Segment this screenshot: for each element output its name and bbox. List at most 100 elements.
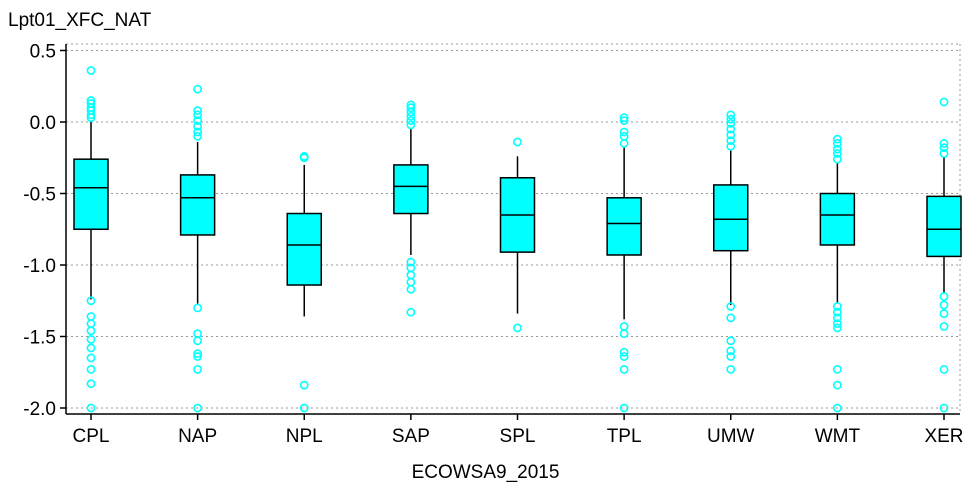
outlier-point <box>86 364 96 374</box>
outlier-point <box>619 347 629 357</box>
outlier-point <box>86 403 96 413</box>
outlier-point <box>193 127 203 137</box>
outlier-point <box>193 364 203 374</box>
x-tick-label-nap: NAP <box>178 426 217 447</box>
outlier-point <box>406 257 416 267</box>
y-tick-label: 0.0 <box>30 113 56 134</box>
outlier-point <box>832 323 842 333</box>
x-axis-label: ECOWSA9_2015 <box>411 462 560 483</box>
outlier-point <box>832 403 842 413</box>
outlier-point <box>513 323 522 333</box>
outlier-point <box>726 110 736 120</box>
outlier-point <box>939 309 949 319</box>
outlier-point <box>726 124 736 134</box>
outlier-point <box>832 144 842 154</box>
outlier-point <box>193 336 203 346</box>
outlier-point <box>406 307 416 317</box>
outlier-point <box>726 346 736 356</box>
outlier-point <box>726 352 736 361</box>
outlier-point <box>86 66 96 75</box>
outlier-point <box>726 130 736 140</box>
outlier-point <box>619 139 629 148</box>
box-cpl <box>73 66 109 413</box>
outlier-point <box>406 120 416 130</box>
box-xer <box>926 97 962 413</box>
outlier-point <box>619 352 629 361</box>
outlier-point <box>406 111 416 121</box>
outlier-point <box>832 139 842 148</box>
outlier-point <box>86 319 96 329</box>
outlier-point <box>619 364 629 374</box>
outlier-point <box>619 116 629 125</box>
outlier-point <box>193 106 203 115</box>
outlier-point <box>939 139 949 148</box>
y-tick-label: -0.5 <box>23 185 56 206</box>
outlier-point <box>193 403 203 413</box>
outlier-point <box>299 151 309 161</box>
outlier-point <box>832 302 842 311</box>
outlier-point <box>193 121 203 131</box>
outlier-point <box>86 334 96 344</box>
y-tick-label: 0.5 <box>30 42 56 63</box>
outlier-point <box>299 380 309 390</box>
x-tick-label-sap: SAP <box>392 426 430 447</box>
y-axis-label: Lpt01_XFC_NAT <box>8 10 152 31</box>
outlier-point <box>193 349 203 359</box>
x-tick-label-wmt: WMT <box>815 426 861 447</box>
outlier-point <box>406 107 416 117</box>
outlier-point <box>86 379 96 389</box>
outlier-point <box>832 154 842 164</box>
outlier-point <box>86 113 96 123</box>
box-tpl <box>606 113 642 413</box>
outlier-point <box>726 136 736 145</box>
outlier-point <box>86 296 96 306</box>
outlier-point <box>726 119 736 128</box>
outlier-point <box>832 319 842 329</box>
outlier-point <box>193 303 203 313</box>
outlier-point <box>86 353 96 363</box>
box-umw <box>713 110 749 374</box>
outlier-point <box>939 322 949 331</box>
y-tick-label: -2.0 <box>23 399 56 420</box>
y-tick-label: -1.5 <box>23 328 56 349</box>
outlier-point <box>832 149 842 158</box>
outlier-point <box>619 127 629 137</box>
outlier-point <box>832 134 842 144</box>
outlier-point <box>832 313 842 323</box>
iqr-box <box>819 192 856 246</box>
outlier-point <box>193 352 203 361</box>
box-npl <box>286 151 322 413</box>
outlier-point <box>726 364 736 374</box>
outlier-point <box>406 270 416 280</box>
x-tick-label-spl: SPL <box>500 426 536 447</box>
outlier-point <box>939 364 949 374</box>
outlier-point <box>939 97 949 107</box>
outlier-point <box>832 364 842 374</box>
outlier-point <box>832 380 842 390</box>
x-tick-label-xer: XER <box>924 426 963 447</box>
outlier-point <box>86 326 96 336</box>
outlier-point <box>939 143 949 153</box>
outlier-point <box>939 300 949 310</box>
outlier-point <box>299 403 309 413</box>
box-nap <box>179 84 216 413</box>
outlier-point <box>406 116 416 125</box>
outlier-point <box>406 284 416 294</box>
x-tick-label-tpl: TPL <box>607 426 642 447</box>
iqr-box <box>606 197 642 256</box>
outlier-point <box>193 110 203 120</box>
outlier-point <box>86 312 96 321</box>
iqr-box <box>73 158 109 230</box>
x-tick-label-umw: UMW <box>707 426 755 447</box>
outlier-point <box>832 307 842 317</box>
box-wmt <box>819 134 856 413</box>
outlier-point <box>86 110 96 120</box>
outlier-point <box>939 403 949 413</box>
iqr-box <box>713 184 749 252</box>
outlier-point <box>726 141 736 151</box>
outlier-point <box>193 131 203 141</box>
iqr-box <box>393 164 429 215</box>
outlier-point <box>726 336 736 346</box>
x-tick-label-npl: NPL <box>286 426 323 447</box>
